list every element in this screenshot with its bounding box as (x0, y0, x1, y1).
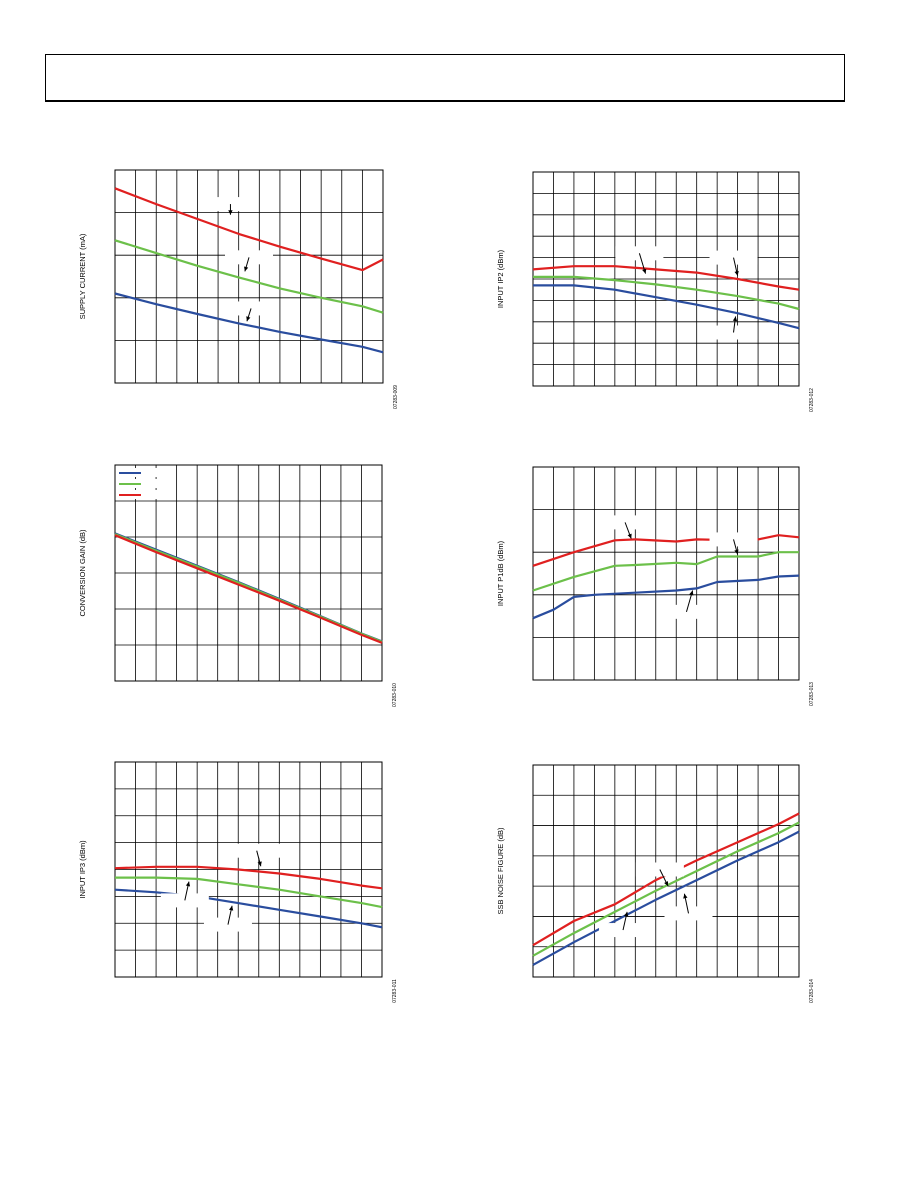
annotation-arrowhead (683, 893, 688, 899)
page-header (45, 54, 845, 102)
plot-frame (114, 169, 384, 384)
chart-panel-ssb-noise-figure: SSB NOISE FIGURE (dB) 07283-014 (488, 758, 818, 1023)
y-axis-label: SUPPLY CURRENT (mA) (78, 233, 87, 319)
chart-ssb-noise-figure: SSB NOISE FIGURE (dB) 07283-014 (496, 764, 815, 1003)
plot-frame (532, 171, 800, 387)
y-axis-label: CONVERSION GAIN (dB) (78, 529, 87, 617)
chart-panel-supply-current: SUPPLY CURRENT (mA) 07283-009 (70, 165, 400, 415)
chart-input-p1db: INPUT P1dB (dBm) 07283-013 (496, 466, 815, 706)
annotation-label-box (664, 906, 713, 921)
annotation-arrowhead (185, 881, 191, 887)
annotation-arrowhead (642, 268, 647, 274)
annotation-arrowhead (228, 905, 234, 911)
series-line-blue (114, 888, 383, 929)
annotation-arrowhead (228, 210, 233, 215)
chart-input-ip2: INPUT IP2 (dBm) 07283-012 (496, 171, 815, 412)
series-line-red (114, 865, 383, 890)
figure-id: 07283-009 (393, 385, 399, 409)
plot-frame (532, 466, 800, 681)
legend-box (117, 490, 167, 499)
series-line-green (532, 821, 800, 957)
series-line-red (532, 534, 800, 567)
figure-id: 07283-013 (809, 682, 815, 706)
series-line-red (532, 265, 800, 291)
chart-supply-current: SUPPLY CURRENT (mA) 07283-009 (78, 169, 399, 409)
annotation-arrowhead (732, 316, 738, 322)
chart-conversion-gain: CONVERSION GAIN (dB) 07283-010 (78, 464, 398, 707)
plot-frame (114, 761, 383, 978)
plot-frame (532, 764, 800, 978)
annotation-arrowhead (664, 881, 669, 887)
y-axis-label: INPUT IP2 (dBm) (496, 249, 505, 308)
annotation-arrowhead (734, 270, 739, 276)
chart-input-ip3: INPUT IP3 (dBm) 07283-011 (78, 761, 398, 1003)
annotation-arrowhead (734, 549, 739, 555)
series-line-blue (114, 292, 384, 354)
figure-id: 07283-010 (392, 683, 398, 707)
figure-id: 07283-012 (809, 388, 815, 412)
figure-id: 07283-011 (392, 979, 398, 1003)
plot-frame (114, 464, 383, 682)
series-line-green (533, 275, 800, 311)
annotation-label-box (601, 515, 650, 530)
series-line-red (114, 534, 383, 644)
chart-panel-input-ip2: INPUT IP2 (dBm) 07283-012 (488, 165, 818, 420)
chart-panel-input-ip3: INPUT IP3 (dBm) 07283-011 (70, 755, 400, 1020)
series-line-red (532, 812, 800, 947)
series-line-green (532, 551, 799, 592)
series-line-green (115, 876, 383, 909)
annotation-arrowhead (689, 590, 694, 596)
annotation-arrowhead (624, 911, 629, 917)
annotation-label-box (709, 532, 758, 547)
annotation-arrowhead (627, 533, 632, 539)
annotation-arrowhead (244, 266, 249, 272)
chart-panel-conversion-gain: CONVERSION GAIN (dB) 07283-010 (70, 460, 400, 715)
series-line-blue (532, 830, 800, 966)
grid (532, 171, 800, 387)
series-line-green (114, 239, 384, 314)
legend-box (117, 468, 167, 477)
y-axis-label: INPUT P1dB (dBm) (496, 540, 505, 606)
annotation-arrowhead (257, 861, 262, 867)
y-axis-label: SSB NOISE FIGURE (dB) (496, 827, 505, 915)
series-line-blue (532, 574, 800, 620)
annotation-arrowhead (246, 316, 251, 322)
chart-panel-input-p1db: INPUT P1dB (dBm) 07283-013 (488, 460, 818, 715)
series-line-red (114, 187, 384, 272)
legend-box (117, 479, 167, 488)
figure-id: 07283-014 (809, 979, 815, 1003)
grid (532, 466, 800, 681)
y-axis-label: INPUT IP3 (dBm) (78, 840, 87, 899)
series-line-blue (533, 284, 800, 330)
